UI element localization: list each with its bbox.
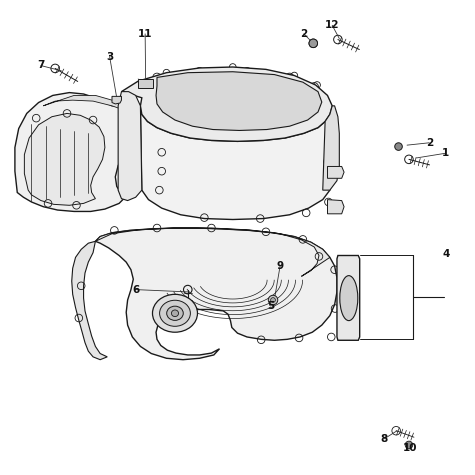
Polygon shape [112,96,122,104]
Polygon shape [141,106,332,219]
Ellipse shape [395,143,402,151]
Text: 2: 2 [426,138,433,148]
Text: 7: 7 [37,60,45,70]
Polygon shape [118,92,142,200]
Polygon shape [122,67,332,142]
Ellipse shape [309,39,318,48]
Text: 4: 4 [442,249,449,259]
Polygon shape [43,95,123,110]
Polygon shape [337,256,360,340]
Ellipse shape [268,295,278,305]
Text: 3: 3 [106,52,113,62]
Text: 6: 6 [132,285,139,294]
Text: 2: 2 [300,29,307,39]
Text: 8: 8 [380,434,388,444]
Polygon shape [95,228,330,276]
Polygon shape [15,91,136,211]
Polygon shape [327,166,344,178]
Text: 10: 10 [403,443,418,453]
Ellipse shape [160,300,190,326]
Polygon shape [95,228,337,360]
Text: 1: 1 [442,148,449,158]
Text: 9: 9 [276,261,284,271]
Text: 5: 5 [267,301,274,311]
Ellipse shape [405,441,413,449]
Polygon shape [323,106,339,190]
Text: 12: 12 [325,20,340,30]
Ellipse shape [171,310,179,317]
Polygon shape [24,114,105,205]
Ellipse shape [340,276,358,321]
Bar [138,79,153,88]
Ellipse shape [152,294,198,332]
Polygon shape [156,72,322,131]
Ellipse shape [167,306,183,320]
Text: 11: 11 [138,29,152,39]
Polygon shape [327,200,344,214]
Ellipse shape [309,39,318,48]
Polygon shape [72,241,107,360]
Ellipse shape [271,298,276,303]
